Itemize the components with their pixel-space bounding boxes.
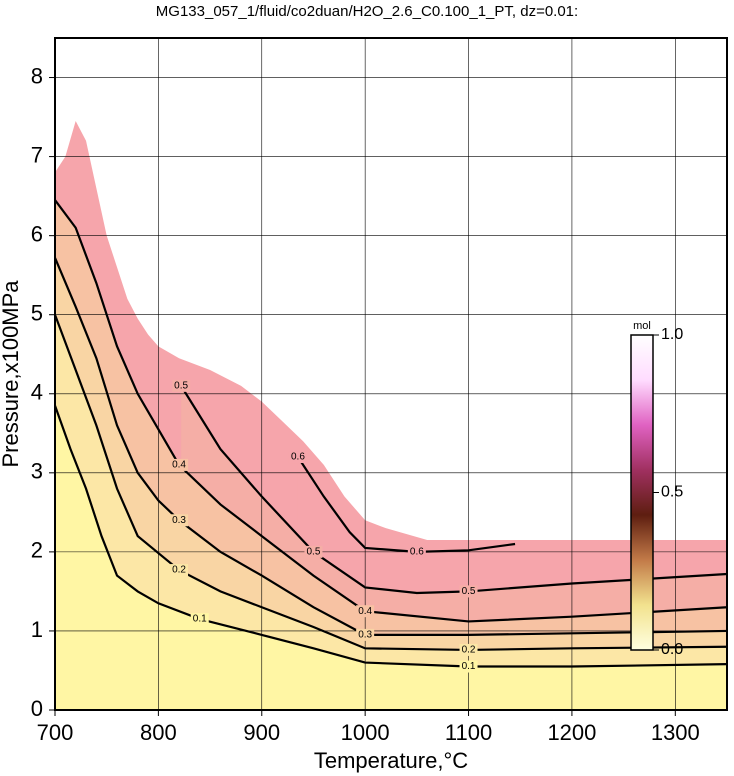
contour-label-bg (459, 643, 478, 656)
contour-label-bg (170, 458, 189, 471)
x-tick-label: 800 (140, 720, 177, 745)
contour-label: 0.4 (172, 460, 186, 471)
contour-line (53, 405, 728, 668)
contour-label: 0.5 (462, 586, 476, 597)
contour-label-bg (356, 628, 375, 641)
contour-label: 0.5 (307, 547, 321, 558)
x-tick-label: 1200 (547, 720, 596, 745)
x-tick-label: 700 (37, 720, 74, 745)
contour-label-bg (170, 514, 189, 527)
x-tick-label: 900 (243, 720, 280, 745)
contour-label-bg (170, 564, 189, 577)
y-tick-label: 7 (31, 142, 43, 167)
y-tick-label: 5 (31, 301, 43, 326)
contour-label: 0.6 (410, 547, 424, 558)
x-tick-label: 1300 (651, 720, 700, 745)
contour-label: 0.3 (172, 515, 186, 526)
contour-label-bg (304, 545, 323, 558)
y-tick-label: 4 (31, 380, 43, 405)
contour-line (53, 257, 728, 636)
y-tick-label: 2 (31, 538, 43, 563)
colorbar-tick-label: 0.5 (661, 484, 683, 501)
contour-label-bg (459, 585, 478, 598)
x-axis-label: Temperature,°C (314, 748, 468, 773)
plot-frame (54, 37, 728, 711)
contour-label: 0.2 (462, 645, 476, 656)
contour-label-bg (356, 605, 375, 618)
contour-label: 0.2 (172, 565, 186, 576)
contour-label: 0.1 (193, 614, 207, 625)
colorbar-tick-label: 1.0 (661, 326, 683, 343)
contour-label: 0.4 (358, 606, 372, 617)
contour-band (55, 405, 727, 710)
contour-line (297, 456, 516, 553)
x-tick-label: 1000 (341, 720, 390, 745)
contour-label: 0.6 (291, 452, 305, 463)
contour-label: 0.1 (462, 661, 476, 672)
y-tick-label: 8 (31, 63, 43, 88)
x-tick-label: 1100 (445, 720, 492, 745)
colorbar-label: mol (633, 320, 651, 332)
contour-label-bg (288, 451, 307, 464)
colorbar-tick-label: 0.0 (661, 641, 683, 658)
contour-band (55, 314, 727, 710)
contour-label-bg (407, 545, 426, 558)
y-tick-label: 0 (31, 696, 43, 721)
contour-label: 0.5 (174, 380, 188, 391)
contour-line (180, 385, 728, 595)
contour-label-bg (172, 379, 191, 392)
y-tick-label: 6 (31, 221, 43, 246)
chart-title: MG133_057_1/fluid/co2duan/H2O_2.6_C0.100… (156, 3, 578, 20)
contour-line (54, 199, 728, 623)
y-tick-label: 3 (31, 459, 43, 484)
colorbar (630, 334, 654, 651)
contour-label-bg (190, 613, 209, 626)
contour-label: 0.3 (358, 630, 372, 641)
y-axis-label: Pressure,x100MPa (0, 280, 23, 468)
contour-label-bg (459, 660, 478, 673)
y-tick-label: 1 (31, 617, 43, 642)
